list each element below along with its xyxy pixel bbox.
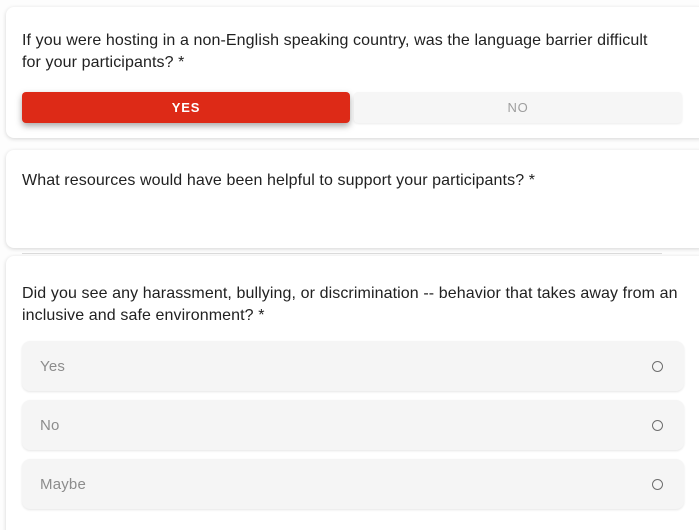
radio-button-icon[interactable]: [652, 419, 663, 431]
question-card-language-barrier: If you were hosting in a non-English spe…: [6, 7, 699, 138]
option-row-yes[interactable]: Yes: [22, 341, 684, 391]
option-label-maybe: Maybe: [40, 475, 87, 493]
radio-button-icon[interactable]: [652, 478, 663, 490]
question-label-resources: What resources would have been helpful t…: [22, 172, 536, 189]
option-row-no[interactable]: No: [22, 400, 684, 450]
radio-option-list: Yes No Maybe: [22, 341, 690, 509]
radio-button-icon[interactable]: [652, 360, 663, 372]
yes-no-button-group: YES NO: [22, 92, 682, 123]
question-label-harassment: Did you see any harassment, bullying, or…: [22, 285, 678, 324]
yes-button[interactable]: YES: [22, 92, 350, 123]
resources-answer-input[interactable]: [22, 230, 662, 254]
no-button[interactable]: NO: [354, 92, 682, 123]
option-row-maybe[interactable]: Maybe: [22, 459, 684, 509]
question-card-harassment: Did you see any harassment, bullying, or…: [6, 256, 699, 530]
question-label-language-barrier: If you were hosting in a non-English spe…: [22, 32, 648, 71]
option-label-no: No: [40, 416, 60, 434]
question-card-resources: What resources would have been helpful t…: [6, 150, 699, 254]
option-label-yes: Yes: [40, 357, 66, 375]
